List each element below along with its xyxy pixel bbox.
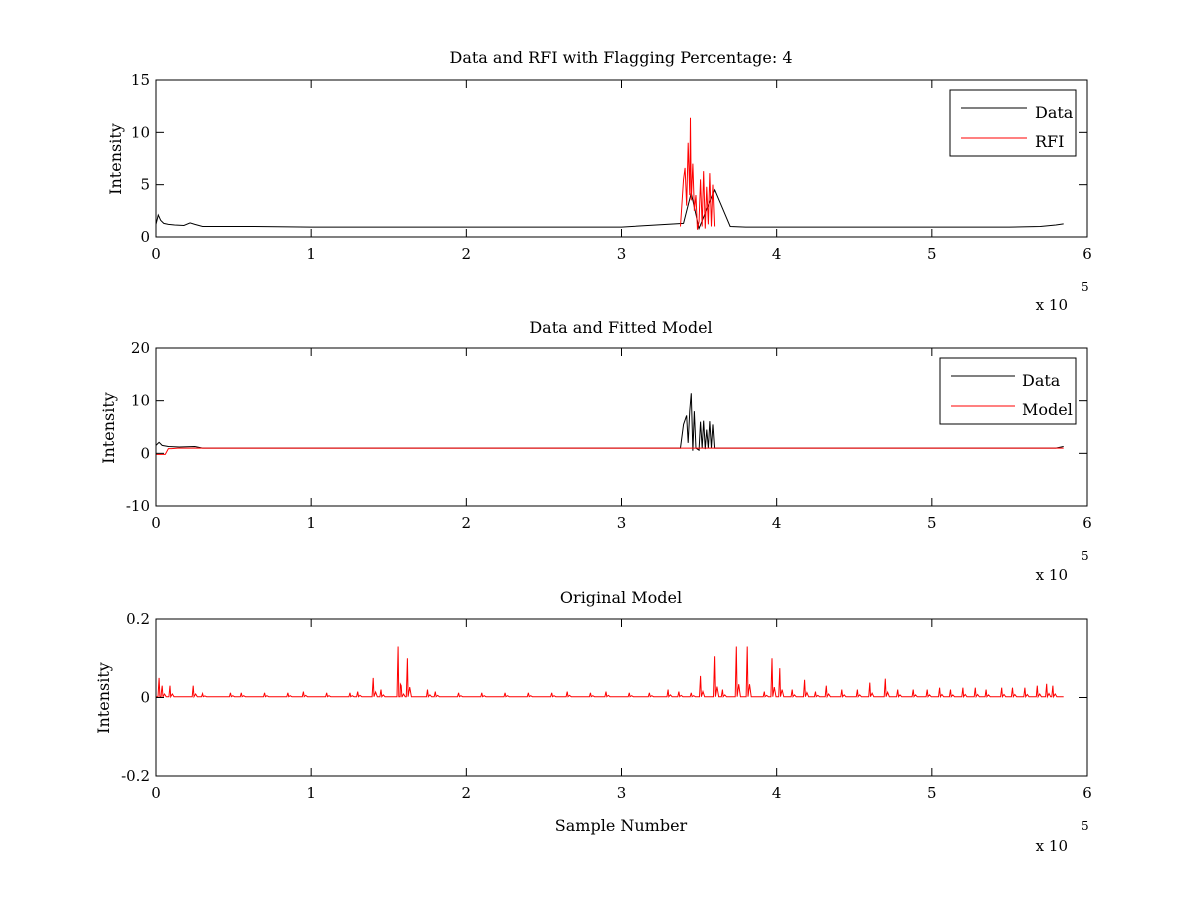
axes-2-yticks: -10 0 10 20 bbox=[126, 339, 1087, 515]
axes-3-xtick-label: 6 bbox=[1082, 784, 1092, 802]
axes-1-xtick-label: 3 bbox=[617, 245, 627, 263]
axes-1-yticks: 0 5 10 15 bbox=[131, 71, 1087, 246]
axes-3-xtick-label: 4 bbox=[772, 784, 782, 802]
axes-2-ytick-label: -10 bbox=[126, 497, 150, 515]
axes-3-xticks: 0 1 2 3 4 5 6 bbox=[151, 619, 1092, 802]
axes-1-series bbox=[155, 117, 1064, 231]
axes-3-ytick-label: 0.2 bbox=[126, 610, 150, 628]
axes-2-legend-box bbox=[939, 357, 1077, 425]
axes-3-xtick-label: 1 bbox=[306, 784, 316, 802]
axes-2-x-exponent-power: 5 bbox=[1081, 549, 1089, 563]
axes-3-yticks: -0.2 0 0.2 bbox=[121, 610, 1087, 785]
axes-2-xtick-label: 1 bbox=[306, 514, 316, 532]
axes-1-ytick-label: 15 bbox=[131, 71, 150, 89]
axes-2-xtick-label: 3 bbox=[617, 514, 627, 532]
axes-2-x-exponent: x 10 bbox=[1036, 566, 1068, 584]
axes-3-title: Original Model bbox=[560, 588, 682, 607]
axes-1-title: Data and RFI with Flagging Percentage: 4 bbox=[449, 48, 792, 67]
axes-2-series-model bbox=[156, 447, 1064, 455]
axes-1-ytick-label: 5 bbox=[140, 176, 150, 194]
axes-2-xtick-label: 4 bbox=[772, 514, 782, 532]
axes-2-ytick-label: 20 bbox=[131, 339, 150, 357]
axes-3-x-exponent: x 10 bbox=[1036, 837, 1068, 855]
axes-2-xtick-label: 0 bbox=[151, 514, 161, 532]
axes-2-xticks: 0 1 2 3 4 5 6 bbox=[151, 348, 1092, 532]
axes-2-ylabel: Intensity bbox=[99, 392, 118, 464]
axes-2-legend: Data Model bbox=[939, 357, 1077, 425]
axes-2-ytick-label: 0 bbox=[140, 444, 150, 462]
axes-3-series-line bbox=[156, 646, 1064, 699]
axes-1-xtick-label: 5 bbox=[927, 245, 937, 263]
axes-1: Data and RFI with Flagging Percentage: 4… bbox=[106, 48, 1092, 314]
axes-2-title: Data and Fitted Model bbox=[529, 318, 712, 337]
axes-1-series-data bbox=[155, 188, 1064, 231]
axes-2-xtick-label: 5 bbox=[927, 514, 937, 532]
axes-1-legend-box bbox=[949, 89, 1077, 157]
axes-3-x-exponent-power: 5 bbox=[1081, 819, 1089, 833]
axes-2-ytick-label: 10 bbox=[131, 392, 150, 410]
axes-1-ytick-label: 10 bbox=[131, 123, 150, 141]
axes-3-ytick-label: -0.2 bbox=[121, 767, 150, 785]
axes-2-legend-label-data: Data bbox=[1022, 371, 1061, 390]
axes-1-ytick-label: 0 bbox=[140, 228, 150, 246]
axes-1-x-exponent-power: 5 bbox=[1081, 280, 1089, 294]
axes-1-series-rfi bbox=[680, 117, 716, 230]
axes-3-ylabel: Intensity bbox=[94, 662, 113, 734]
axes-2-xtick-label: 6 bbox=[1082, 514, 1092, 532]
axes-1-xtick-label: 4 bbox=[772, 245, 782, 263]
axes-1-x-exponent: x 10 bbox=[1036, 296, 1068, 314]
axes-2-xtick-label: 2 bbox=[462, 514, 472, 532]
axes-3-xtick-label: 3 bbox=[617, 784, 627, 802]
axes-3-series bbox=[156, 646, 1064, 699]
axes-2-legend-label-model: Model bbox=[1022, 400, 1073, 419]
axes-1-xtick-label: 6 bbox=[1082, 245, 1092, 263]
axes-1-xtick-label: 0 bbox=[151, 245, 161, 263]
axes-3-ytick-label: 0 bbox=[140, 689, 150, 707]
axes-1-ylabel: Intensity bbox=[106, 123, 125, 195]
axes-1-xtick-label: 2 bbox=[462, 245, 472, 263]
axes-3-xtick-label: 0 bbox=[151, 784, 161, 802]
axes-1-legend-label-rfi: RFI bbox=[1035, 132, 1064, 151]
axes-1-legend: Data RFI bbox=[949, 89, 1077, 157]
axes-3-xtick-label: 5 bbox=[927, 784, 937, 802]
axes-2-series bbox=[155, 393, 1064, 455]
axes-3-xtick-label: 2 bbox=[462, 784, 472, 802]
axes-1-xticks: 0 1 2 3 4 5 6 bbox=[151, 80, 1092, 263]
axes-1-legend-label-data: Data bbox=[1035, 103, 1074, 122]
axes-3-xlabel: Sample Number bbox=[555, 816, 688, 835]
axes-1-xtick-label: 1 bbox=[306, 245, 316, 263]
